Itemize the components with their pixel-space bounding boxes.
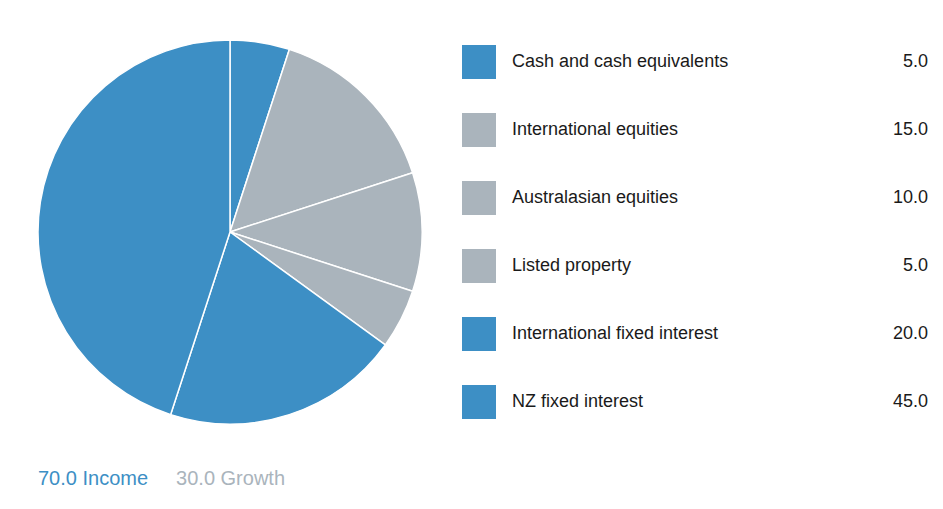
legend-label: Cash and cash equivalents — [512, 51, 728, 71]
annotation: 70.0 Income — [38, 467, 148, 489]
annotations: 70.0 Income 30.0 Growth — [38, 467, 285, 489]
annotation: 30.0 Growth — [176, 467, 285, 489]
legend-label: Australasian equities — [512, 187, 678, 207]
legend-label: NZ fixed interest — [512, 391, 643, 411]
legend-value: 10.0 — [893, 187, 928, 207]
legend-value: 45.0 — [893, 391, 928, 411]
legend-swatch — [462, 317, 496, 351]
legend-swatch — [462, 385, 496, 419]
legend-swatch — [462, 113, 496, 147]
legend-value: 5.0 — [903, 255, 928, 275]
pie — [38, 40, 422, 424]
legend-swatch — [462, 181, 496, 215]
legend-value: 15.0 — [893, 119, 928, 139]
legend-swatch — [462, 249, 496, 283]
legend-label: International equities — [512, 119, 678, 139]
legend: Cash and cash equivalents 5.0 Internationa… — [462, 45, 928, 419]
chart-container: Cash and cash equivalents 5.0 Internationa… — [0, 0, 943, 509]
legend-label: International fixed interest — [512, 323, 718, 343]
legend-value: 20.0 — [893, 323, 928, 343]
legend-swatch — [462, 45, 496, 79]
pie-slice — [38, 40, 230, 415]
chart-svg: Cash and cash equivalents 5.0 Internationa… — [0, 0, 943, 509]
legend-value: 5.0 — [903, 51, 928, 71]
legend-label: Listed property — [512, 255, 631, 275]
